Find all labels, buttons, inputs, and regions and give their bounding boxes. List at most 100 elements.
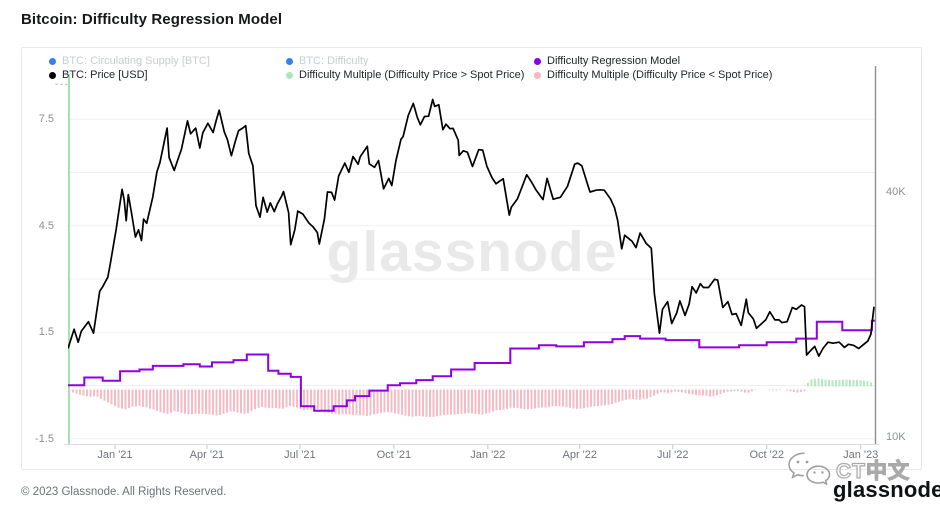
- multiple-bar-negative: [390, 389, 393, 413]
- multiple-bar-negative: [628, 389, 631, 400]
- multiple-bar-negative: [460, 389, 463, 414]
- multiple-bar-negative: [754, 389, 757, 391]
- legend-label: Difficulty Multiple (Difficulty Price < …: [547, 69, 773, 81]
- multiple-bar-negative: [68, 389, 71, 392]
- multiple-bar-negative: [677, 389, 680, 392]
- multiple-bar-negative: [439, 389, 442, 416]
- multiple-bar-negative: [492, 389, 494, 412]
- multiple-bar-positive: [810, 379, 813, 387]
- multiple-bar-negative: [194, 389, 197, 414]
- multiple-bar-negative: [373, 389, 375, 415]
- multiple-bar-negative: [548, 389, 550, 408]
- multiple-bar-negative: [271, 389, 274, 409]
- multiple-bar-negative: [331, 389, 333, 414]
- legend-item[interactable]: Difficulty Regression Model: [534, 55, 680, 67]
- multiple-bar-negative: [278, 389, 281, 409]
- multiple-bar-negative: [726, 389, 729, 392]
- multiple-bar-negative: [691, 389, 694, 395]
- wechat-icon: [788, 452, 831, 485]
- multiple-bar-negative: [124, 389, 127, 410]
- multiple-bar-negative: [597, 389, 599, 407]
- multiple-bar-positive: [807, 382, 809, 387]
- multiple-bar-negative: [254, 389, 256, 410]
- x-axis-tick-label: Apr '21: [189, 449, 225, 461]
- ct-chinese-logo: CT中文: [835, 459, 910, 483]
- multiple-bar-positive: [821, 379, 823, 387]
- multiple-bar-negative: [404, 389, 407, 416]
- multiple-bar-positive: [824, 379, 827, 387]
- multiple-bar-negative: [366, 389, 368, 416]
- legend-item[interactable]: BTC: Price [USD]: [49, 69, 148, 81]
- multiple-bar-negative: [247, 389, 249, 414]
- multiple-bar-negative: [352, 389, 354, 416]
- y-axis-right-tick-label: 10K: [886, 431, 906, 443]
- multiple-bar-negative: [250, 389, 253, 412]
- multiple-bar-negative: [135, 389, 137, 407]
- multiple-bar-negative: [733, 389, 736, 392]
- multiple-bar-negative: [446, 389, 449, 415]
- multiple-bar-negative: [593, 389, 596, 407]
- multiple-bar-negative: [425, 389, 428, 417]
- multiple-bar-negative: [583, 389, 585, 409]
- multiple-bar-negative: [719, 389, 722, 395]
- multiple-bar-negative: [646, 389, 648, 399]
- x-axis-tick-label: Jul '22: [657, 449, 689, 461]
- multiple-bar-positive: [817, 378, 820, 387]
- multiple-bar-negative: [779, 389, 781, 391]
- legend-item[interactable]: Difficulty Multiple (Difficulty Price < …: [534, 69, 772, 81]
- multiple-bar-negative: [530, 389, 533, 409]
- x-axis-tick-label: Apr '22: [562, 449, 598, 461]
- multiple-bar-positive: [831, 380, 834, 387]
- multiple-bar-negative: [443, 389, 445, 416]
- y-axis-left-tick-label: 7.5: [38, 113, 54, 126]
- multiple-bar-negative: [303, 389, 305, 411]
- multiple-bar-negative: [93, 389, 95, 397]
- multiple-bar-negative: [408, 389, 410, 417]
- multiple-bar-negative: [747, 389, 750, 393]
- multiple-bar-negative: [555, 389, 557, 407]
- multiple-bar-negative: [226, 389, 228, 413]
- y-axis-left-tick-label: 4.5: [38, 219, 54, 232]
- multiple-bar-positive: [835, 380, 837, 387]
- multiple-bar-negative: [397, 389, 400, 415]
- multiple-bar-negative: [334, 389, 337, 415]
- legend-marker-icon: [286, 71, 293, 79]
- multiple-bar-negative: [418, 389, 421, 417]
- multiple-bar-negative: [236, 389, 239, 413]
- legend-label: BTC: Difficulty: [299, 55, 369, 67]
- legend-label: BTC: Price [USD]: [62, 69, 148, 81]
- multiple-bar-negative: [737, 389, 739, 392]
- multiple-bar-positive: [838, 379, 841, 387]
- multiple-bar-negative: [156, 389, 158, 411]
- multiple-bar-negative: [712, 389, 715, 397]
- multiple-bar-negative: [635, 389, 638, 400]
- multiple-bar-negative: [317, 389, 319, 409]
- legend-item[interactable]: BTC: Difficulty: [286, 55, 368, 67]
- multiple-bar-negative: [709, 389, 711, 397]
- multiple-bar-negative: [82, 389, 85, 396]
- multiple-bar-negative: [411, 389, 414, 417]
- legend-marker-icon: [49, 71, 56, 79]
- legend-item[interactable]: Difficulty Multiple (Difficulty Price > …: [286, 69, 524, 81]
- multiple-bar-negative: [86, 389, 88, 397]
- multiple-bar-negative: [292, 389, 295, 407]
- multiple-bar-negative: [803, 389, 806, 392]
- multiple-bar-positive: [859, 380, 862, 387]
- legend-item[interactable]: BTC: Circulating Supply [BTC]: [49, 55, 210, 67]
- multiple-bar-negative: [152, 389, 155, 410]
- multiple-bar-negative: [261, 389, 263, 407]
- multiple-bar-negative: [369, 389, 372, 416]
- multiple-bar-negative: [506, 389, 508, 409]
- page-title: Bitcoin: Difficulty Regression Model: [21, 11, 283, 28]
- multiple-bar-negative: [544, 389, 547, 408]
- multiple-bar-negative: [551, 389, 554, 407]
- multiple-bar-negative: [523, 389, 526, 410]
- multiple-bar-negative: [110, 389, 113, 405]
- multiple-bar-negative: [793, 389, 795, 392]
- multiple-bar-negative: [355, 389, 358, 416]
- multiple-bar-positive: [870, 382, 872, 387]
- multiple-bar-negative: [520, 389, 522, 409]
- multiple-bar-negative: [383, 389, 386, 413]
